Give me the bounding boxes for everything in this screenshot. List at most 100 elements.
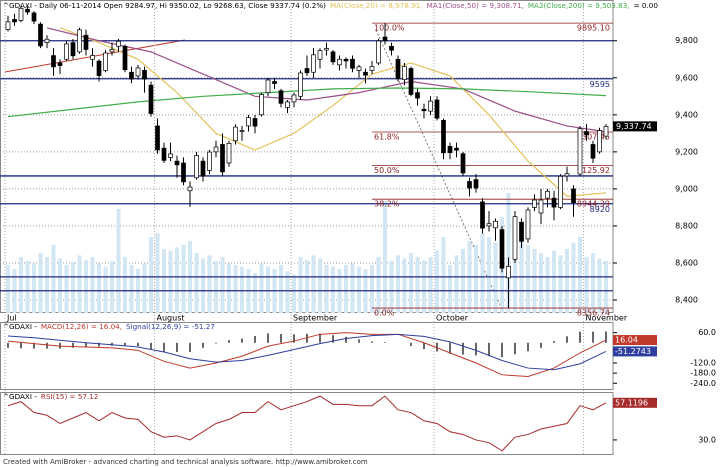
candle-body	[499, 229, 505, 269]
volume-bar	[539, 253, 543, 313]
volume-bar	[324, 265, 329, 313]
candle-body	[603, 126, 609, 137]
legend: ^GDAXI - Daily 06-11-2014 Open 9284.97, …	[3, 1, 658, 10]
chart-title: ^GDAXI - Daily 06-11-2014 Open 9284.97, …	[3, 1, 326, 10]
volume-bar	[389, 261, 394, 313]
volume-bar	[298, 257, 303, 313]
fib-ratio: 0.0%	[374, 309, 395, 318]
candle-body	[421, 108, 427, 112]
fib-ratio: 61.8%	[374, 132, 400, 141]
level-label: 8920	[590, 205, 610, 214]
volume-bar	[506, 193, 511, 313]
y-tick-label: 9,200	[675, 147, 698, 156]
fib-price: 8356.74	[577, 309, 610, 318]
y-tick-label: 8,800	[675, 221, 698, 230]
candle-body	[18, 7, 24, 21]
candle-body	[532, 199, 537, 208]
candle-body	[233, 126, 238, 142]
volume-bar	[565, 249, 569, 313]
volume-bar	[90, 257, 95, 313]
volume-bar	[584, 257, 589, 313]
candle-body	[382, 36, 388, 42]
legend-entry: RSI(15) = 57.12	[41, 392, 99, 401]
x-tick-label: Jul	[6, 314, 17, 323]
value-tag	[613, 346, 657, 357]
legend-entry: MA(Close,20) = 8,978.91,	[330, 1, 423, 10]
candle-body	[493, 220, 498, 229]
volume-bar	[597, 258, 602, 313]
volume-bar	[370, 265, 374, 313]
pane-title: ^GDAXI -	[3, 392, 37, 401]
volume-bar	[233, 265, 238, 313]
candle-body	[194, 155, 199, 179]
candle-body	[330, 51, 336, 63]
candle-body	[103, 52, 108, 71]
candle-body	[109, 49, 115, 53]
volume-bar	[571, 242, 576, 313]
candle-body	[298, 72, 303, 97]
candle-body	[142, 70, 147, 80]
candle-body	[252, 118, 258, 127]
volume-bar	[480, 233, 485, 313]
candle-body	[155, 125, 160, 151]
volume-bar	[71, 261, 75, 313]
volume-bar	[487, 237, 491, 313]
pane-title: ^GDAXI -	[3, 322, 37, 331]
y-tick-label: 9,800	[675, 36, 698, 45]
candle-body	[200, 160, 206, 177]
legend: ^GDAXI - MACD(12,26) = 16.04, Signal(12,26…	[3, 322, 215, 331]
candle-body	[350, 58, 355, 69]
volume-bar	[155, 233, 160, 313]
legend-entry: MA2(Close,200) = 9,503.83,	[528, 1, 630, 10]
candle-body	[441, 120, 446, 154]
volume-bar	[552, 250, 556, 313]
candle-body	[311, 54, 316, 73]
volume-bar	[253, 273, 257, 313]
volume-bar	[220, 257, 225, 313]
volume-bar	[357, 266, 361, 313]
candle-body	[317, 50, 323, 60]
candle-body	[70, 42, 76, 57]
volume-bar	[344, 265, 348, 313]
value-tag-label: -51.2743	[615, 347, 651, 356]
volume-bar	[311, 255, 316, 313]
volume-bar	[51, 245, 56, 313]
y-tick-label: 30.0	[698, 435, 716, 444]
volume-bar	[97, 263, 101, 313]
candle-body	[434, 99, 440, 119]
candle-body	[467, 181, 472, 189]
volume-bar	[175, 247, 179, 313]
value-tag	[613, 397, 657, 408]
candle-body	[285, 101, 290, 108]
candle-body	[525, 209, 531, 240]
candle-body	[44, 38, 50, 43]
y-tick-label: 9,600	[675, 73, 698, 82]
volume-bar	[58, 258, 62, 313]
candle-body	[415, 92, 420, 99]
candle-body	[96, 60, 102, 76]
candle-body	[538, 199, 544, 214]
candle-body	[486, 223, 492, 227]
candle-body	[558, 175, 563, 208]
volume-bar	[194, 253, 199, 313]
volume-bar	[25, 261, 30, 313]
candle-body	[90, 55, 95, 60]
x-tick-label: November	[586, 314, 628, 323]
candle-body	[77, 29, 82, 53]
volume-bar	[6, 265, 10, 313]
volume-bar	[604, 261, 608, 313]
volume-bar	[376, 257, 381, 313]
legend: ^GDAXI - RSI(15) = 57.12	[3, 392, 98, 401]
candle-body	[51, 55, 56, 68]
candle-body	[480, 201, 485, 229]
candle-body	[187, 186, 193, 192]
candle-body	[447, 145, 453, 153]
fib-price: 9307.45	[577, 132, 610, 141]
value-tag-label: 57.1196	[615, 398, 648, 407]
candle-body	[408, 68, 414, 95]
volume-bar	[84, 260, 88, 313]
value-tag-label: 16.04	[615, 336, 638, 345]
x-tick-label: October	[436, 314, 469, 323]
ma-line	[59, 27, 607, 197]
level-label: 9595	[590, 80, 610, 89]
